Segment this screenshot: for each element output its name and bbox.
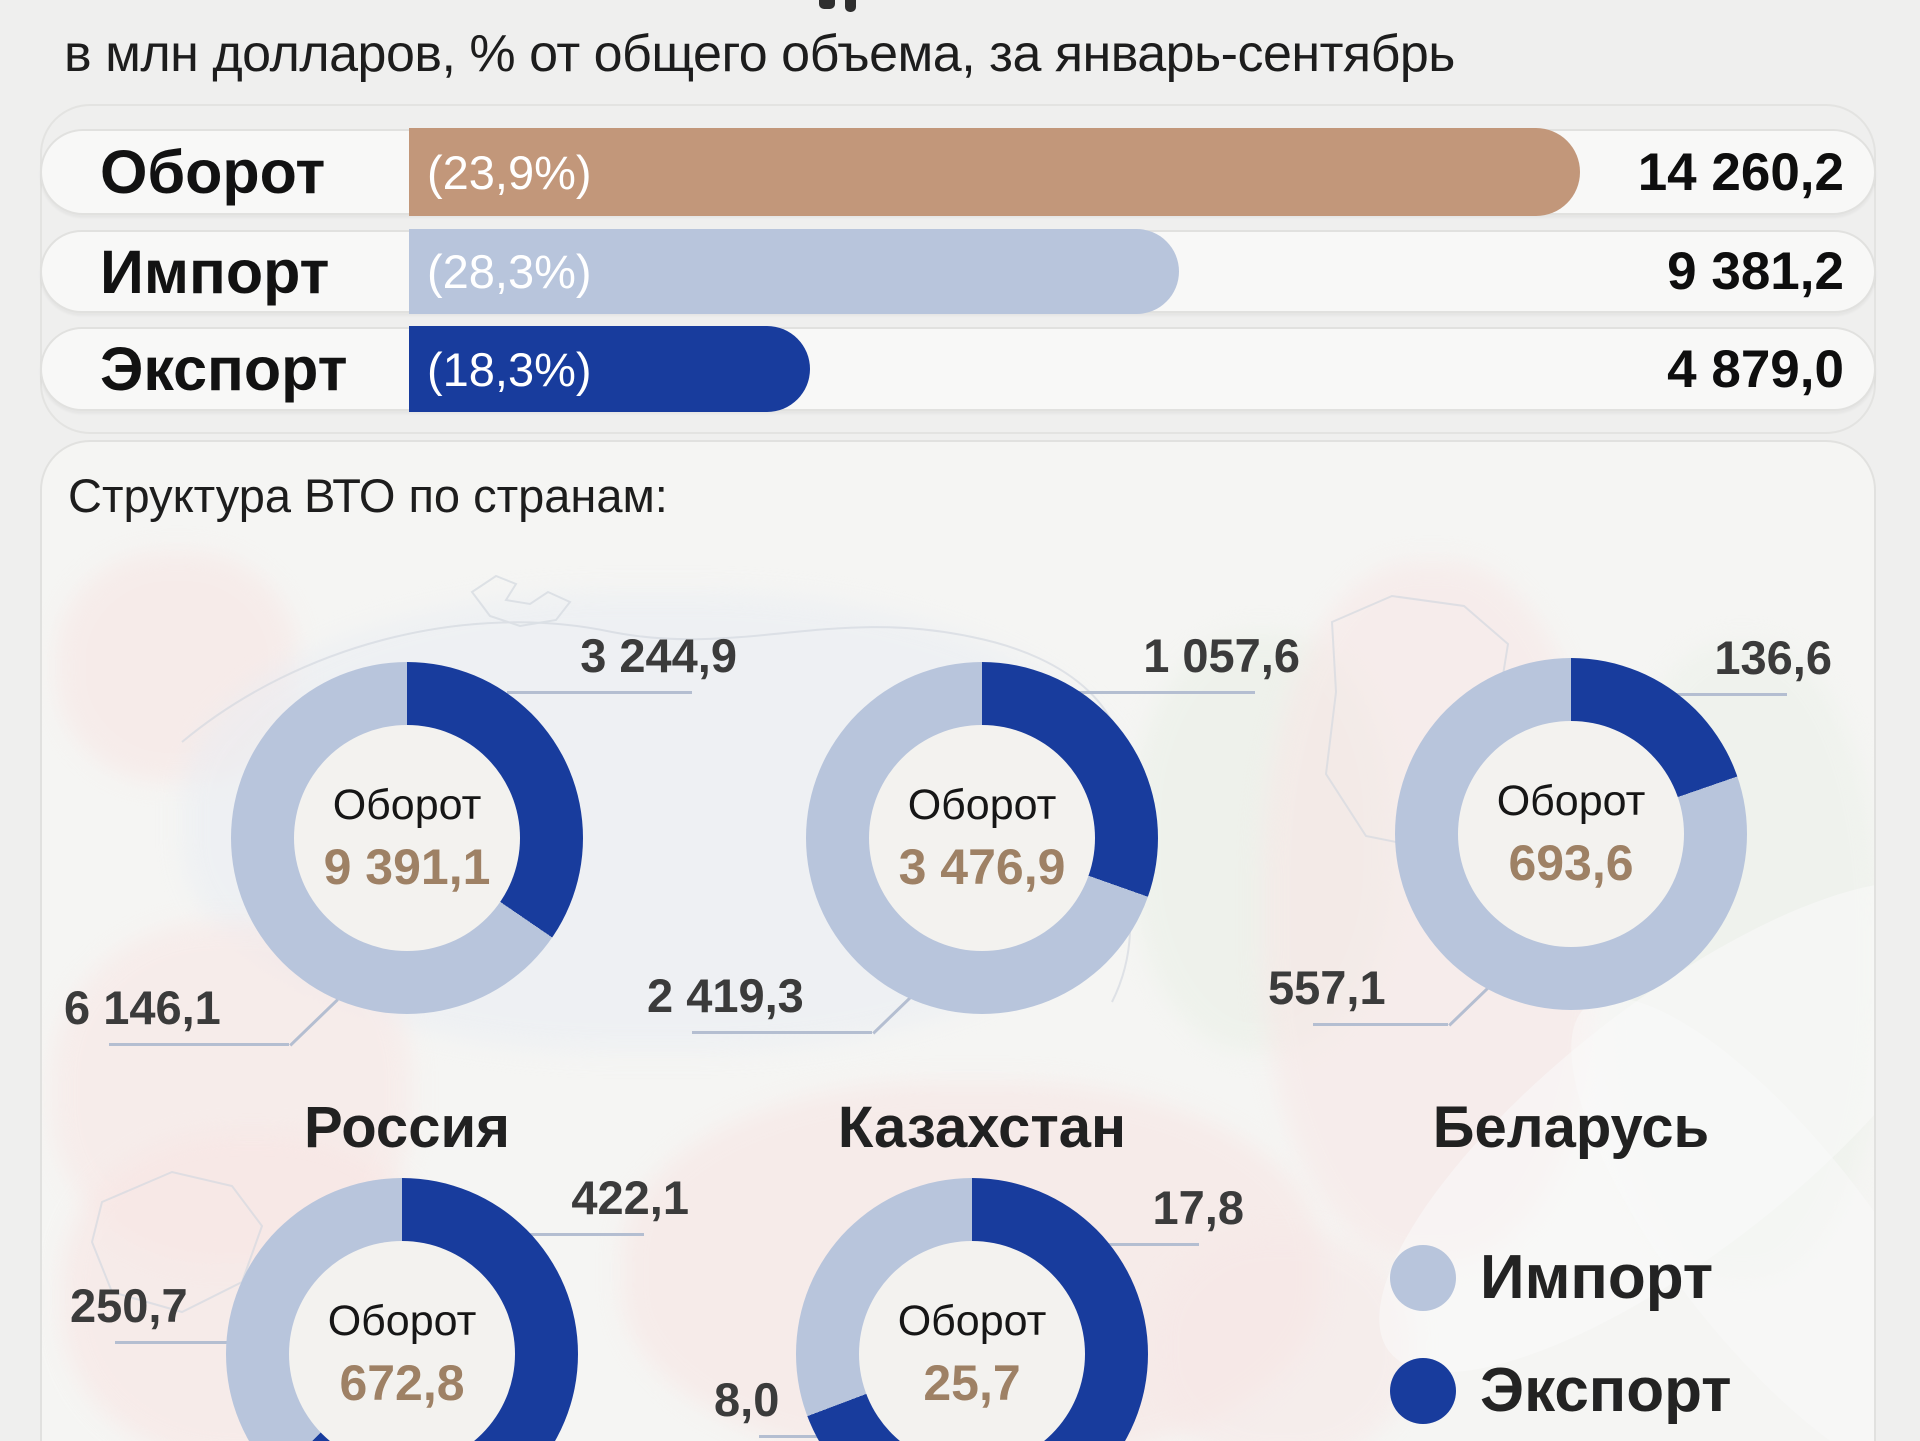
import-color-swatch: [1390, 1244, 1456, 1311]
turnover-center-label: Оборот: [332, 780, 482, 829]
bar-row-export: (18,3%) Экспорт 4 879,0: [40, 326, 1876, 412]
country-label-belarus: Беларусь: [1432, 1095, 1710, 1160]
callout-country4-import: 250,7: [70, 1278, 307, 1345]
country-label-russia: Россия: [304, 1095, 510, 1160]
turnover-center-label: Оборот: [907, 780, 1057, 829]
callout-underline: [1099, 1243, 1199, 1246]
bar-row-turnover: (23,9%) Оборот 14 260,2: [40, 128, 1876, 216]
legend-import-label: Импорт: [1480, 1243, 1714, 1312]
callout-underline: [507, 691, 692, 694]
callout-underline: [1655, 693, 1787, 696]
donut-russia-center: Оборот 9 391,1: [294, 725, 520, 951]
callout-value: 250,7: [70, 1279, 188, 1332]
export-value: 4 879,0: [1667, 339, 1844, 399]
callout-country5-import: 8,0: [714, 1372, 881, 1439]
callout-value: 1 057,6: [1143, 629, 1300, 682]
turnover-center-value: 693,6: [1508, 834, 1634, 891]
callout-underline: [109, 1043, 289, 1046]
donut-belarus-center: Оборот 693,6: [1458, 721, 1684, 947]
callout-country5-export: 17,8: [1049, 1180, 1244, 1292]
callout-belarus-import: 557,1: [1268, 960, 1498, 1027]
import-percent: (28,3%): [427, 245, 592, 298]
donut-country5-center: Оборот 25,7: [859, 1241, 1085, 1441]
export-bar: (18,3%): [409, 326, 810, 412]
callout-underline: [1313, 1023, 1448, 1026]
turnover-bar: (23,9%): [409, 128, 1580, 216]
turnover-value: 14 260,2: [1637, 142, 1844, 202]
callout-value: 557,1: [1268, 961, 1386, 1014]
callout-country4-export: 422,1: [462, 1170, 689, 1282]
callout-underline: [759, 1435, 831, 1438]
map-decoration: [1152, 1232, 1412, 1441]
callout-belarus-export: 136,6: [1605, 630, 1832, 742]
turnover-center-value: 672,8: [339, 1354, 465, 1411]
turnover-label: Оборот: [100, 138, 326, 206]
turnover-center-value: 3 476,9: [898, 838, 1066, 895]
donut-country4-center: Оборот 672,8: [289, 1241, 515, 1441]
title-fragment: [819, 0, 835, 9]
legend: Импорт Экспорт: [1390, 1242, 1732, 1426]
donut-kazakhstan-center: Оборот 3 476,9: [869, 725, 1095, 951]
callout-underline: [115, 1341, 257, 1344]
callout-value: 17,8: [1152, 1181, 1244, 1234]
callout-value: 3 244,9: [580, 629, 737, 682]
export-percent: (18,3%): [427, 342, 592, 396]
import-value: 9 381,2: [1667, 242, 1844, 301]
export-color-swatch: [1390, 1357, 1456, 1424]
title-fragment: [845, 0, 856, 12]
legend-export-label: Экспорт: [1480, 1356, 1732, 1425]
callout-russia-export: 3 244,9: [457, 628, 737, 740]
countries-panel: Структура ВТО по странам: 3 244,9 6 146,…: [40, 440, 1876, 1441]
country-label-kazakhstan: Казахстан: [837, 1095, 1127, 1160]
callout-value: 8,0: [714, 1373, 780, 1426]
legend-item-export: Экспорт: [1390, 1355, 1732, 1426]
bar-row-import: (28,3%) Импорт 9 381,2: [40, 229, 1876, 314]
callout-value: 2 419,3: [647, 969, 804, 1022]
callout-underline: [512, 1233, 644, 1236]
turnover-percent: (23,9%): [427, 145, 592, 199]
countries-heading: Структура ВТО по странам:: [68, 469, 668, 522]
callout-value: 6 146,1: [64, 981, 221, 1034]
callout-kazakhstan-import: 2 419,3: [647, 968, 922, 1035]
import-label: Импорт: [100, 237, 330, 306]
callout-value: 422,1: [571, 1171, 689, 1224]
export-label: Экспорт: [100, 335, 348, 403]
callout-kazakhstan-export: 1 057,6: [1025, 628, 1300, 740]
import-bar: (28,3%): [409, 229, 1179, 314]
callout-value: 136,6: [1714, 631, 1832, 684]
turnover-center-label: Оборот: [1496, 776, 1646, 825]
turnover-center-value: 9 391,1: [323, 838, 491, 895]
callout-underline: [1075, 691, 1255, 694]
callout-underline: [692, 1031, 872, 1034]
turnover-center-label: Оборот: [327, 1296, 477, 1345]
turnover-center-label: Оборот: [897, 1296, 1047, 1345]
chart-subtitle: в млн долларов, % от общего объема, за я…: [64, 25, 1455, 83]
callout-russia-import: 6 146,1: [64, 980, 339, 1047]
legend-item-import: Импорт: [1390, 1242, 1732, 1313]
turnover-center-value: 25,7: [923, 1354, 1021, 1411]
